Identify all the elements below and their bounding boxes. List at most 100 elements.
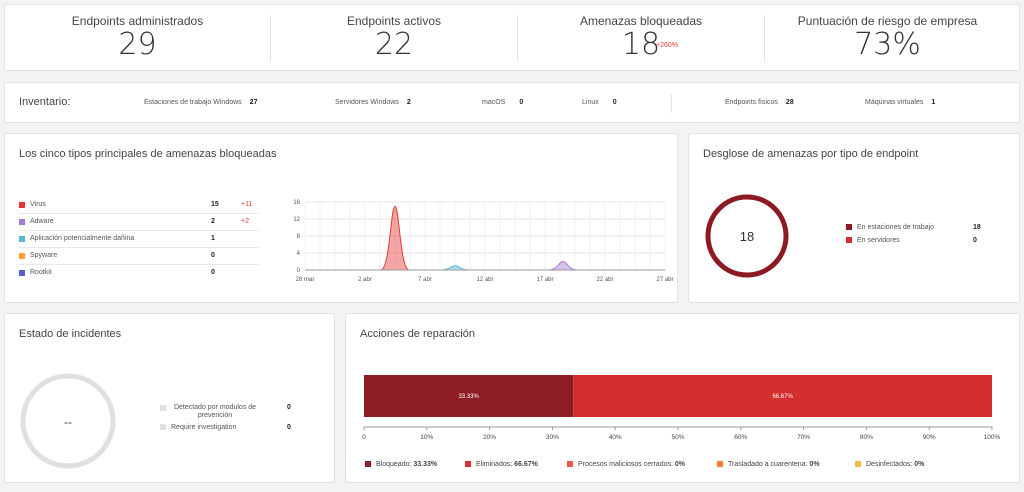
threat-count: 0 [211,269,215,276]
breakdown-donut-chart[interactable]: 18 [702,191,792,281]
kpi-label: Amenazas bloqueadas [579,14,703,28]
inventory-label: Servidores Windows [335,99,399,106]
threat-row-pua[interactable]: Aplicación potencialmente dañina 1 [19,231,259,248]
kpi-active-endpoints[interactable]: Endpoints activos 22 [271,5,517,71]
kpi-label: Puntuación de riesgo de empresa [797,14,978,28]
inventory-title: Inventario: [19,96,71,108]
top-threats-title: Los cinco tipos principales de amenazas … [19,148,277,160]
x-tick-label: 0 [362,434,366,441]
remediation-legend-removed[interactable]: Eliminados: 66.67% [465,461,538,468]
threat-label: Rootkit [30,269,52,276]
threat-trend-chart[interactable]: 0 4 8 12 16 28 mar 2 abr 7 abr 12 abr 17 abr 22 ab… [285,194,675,294]
legend-value: 0 [973,237,977,244]
inventory-panel: Inventario: Estaciones de trabajo Window… [4,82,1020,123]
threat-color-swatch [19,236,25,242]
donut-total: 18 [740,229,754,244]
x-tick-label: 30% [546,434,559,441]
y-tick-label: 0 [297,268,301,274]
threat-count: 0 [211,252,215,259]
donut-ring [705,194,789,278]
x-tick-label: 17 abr [536,277,553,283]
threat-row-spyware[interactable]: Spyware 0 [19,248,259,265]
legend-value: 0 [287,424,291,431]
inventory-label: Estaciones de trabajo Windows [144,99,242,106]
legend-swatch [717,461,723,467]
inventory-value: 0 [519,99,524,106]
legend-value: 66.67% [514,461,538,468]
x-tick-label: 90% [923,434,936,441]
inventory-item-windows-workstations[interactable]: Estaciones de trabajo Windows 27 [144,99,257,106]
inventory-label: Máquinas virtuales [865,99,924,106]
legend-label: Bloqueado [376,461,410,468]
remediation-legend-quarantine[interactable]: Trasladado a cuarentena: 0% [717,461,820,468]
divider [270,15,271,62]
inventory-item-windows-servers[interactable]: Servidores Windows 2 [335,99,411,106]
threat-color-swatch [19,253,25,259]
legend-label: En estaciones de trabajo [857,224,935,231]
y-tick-label: 8 [297,234,301,240]
x-tick-label: 80% [860,434,873,441]
x-tick-label: 50% [671,434,684,441]
legend-label: En servidores [857,237,900,244]
inventory-item-linux[interactable]: Linux 0 [582,99,617,106]
inventory-value: 27 [249,99,258,106]
remediation-panel: Acciones de reparación 33.33% 66.67% 0 10% 2… [345,313,1020,483]
kpi-value: 29 [118,27,157,62]
threat-row-rootkit[interactable]: Rootkit 0 [19,265,259,282]
kpi-change-badge: +260% [656,42,678,49]
inventory-label: Endpoints físicos [725,99,778,106]
threat-count: 15 [211,201,219,208]
legend-value: 0% [914,461,925,468]
inventory-item-macos[interactable]: macOS 0 [482,99,523,106]
incident-legend-investigation[interactable]: Require investigation 0 [160,424,291,431]
inventory-label: Linux [582,99,599,106]
legend-swatch [567,461,573,467]
inventory-item-physical-endpoints[interactable]: Endpoints físicos 28 [725,99,794,106]
kpi-value: 22 [374,27,414,62]
legend-label: Require investigation [171,424,237,431]
threat-delta: +11 [241,201,253,208]
legend-value: 0% [809,461,820,468]
threat-row-adware[interactable]: Adware 2 +2 [19,214,259,231]
area-series [440,265,470,271]
x-tick-label: 12 abr [476,277,493,283]
kpi-risk-score[interactable]: Puntuación de riesgo de empresa 73% [765,5,1010,71]
x-tick-label: 40% [609,434,622,441]
incident-donut-chart[interactable]: -- [16,369,120,473]
donut-center-value: -- [64,415,72,429]
remediation-legend-processes[interactable]: Procesos maliciosos cerrados: 0% [567,461,685,468]
threat-color-swatch [19,202,25,208]
top-threats-panel: Los cinco tipos principales de amenazas … [4,133,678,303]
legend-swatch [160,405,166,411]
bar-segment-label: 66.67% [772,394,793,400]
kpi-blocked-threats[interactable]: Amenazas bloqueadas 18 +260% [518,5,764,71]
bar-segment [573,375,992,417]
breakdown-legend-servers[interactable]: En servidores 0 [846,237,977,244]
inventory-value: 1 [931,99,936,106]
remediation-legend-disinfected[interactable]: Desinfectados: 0% [855,461,924,468]
x-tick-label: 7 abr [418,277,432,283]
remediation-bar-chart[interactable]: 33.33% 66.67% 0 10% 20% 30% 40% 50% 60% 70% 80% 90%… [354,370,1014,460]
breakdown-title: Desglose de amenazas por tipo de endpoin… [703,148,919,160]
breakdown-legend-workstations[interactable]: En estaciones de trabajo 18 [846,224,981,231]
inventory-item-virtual-machines[interactable]: Máquinas virtuales 1 [865,99,935,106]
legend-swatch [846,237,852,243]
legend-value: 18 [973,224,981,231]
remediation-title: Acciones de reparación [360,328,475,340]
threat-label: Adware [30,218,54,225]
legend-label: Trasladado a cuarentena [728,461,806,468]
kpi-label: Endpoints activos [346,14,442,28]
x-tick-label: 100% [984,434,1001,441]
kpi-managed-endpoints[interactable]: Endpoints administrados 29 [15,5,260,71]
area-series [380,205,410,271]
x-tick-label: 10% [420,434,433,441]
inventory-value: 2 [406,99,411,106]
legend-label: Desinfectados [866,461,911,468]
legend-swatch [846,224,852,230]
divider [671,94,672,113]
threat-row-virus[interactable]: Virus 15 +11 [19,197,259,214]
y-tick-label: 12 [293,217,300,223]
incident-legend-prevention[interactable]: Detectado por modulos de prevención 0 [160,404,291,420]
kpi-panel: Endpoints administrados 29 Endpoints act… [4,4,1020,71]
remediation-legend-blocked[interactable]: Bloqueado: 33.33% [365,461,437,468]
